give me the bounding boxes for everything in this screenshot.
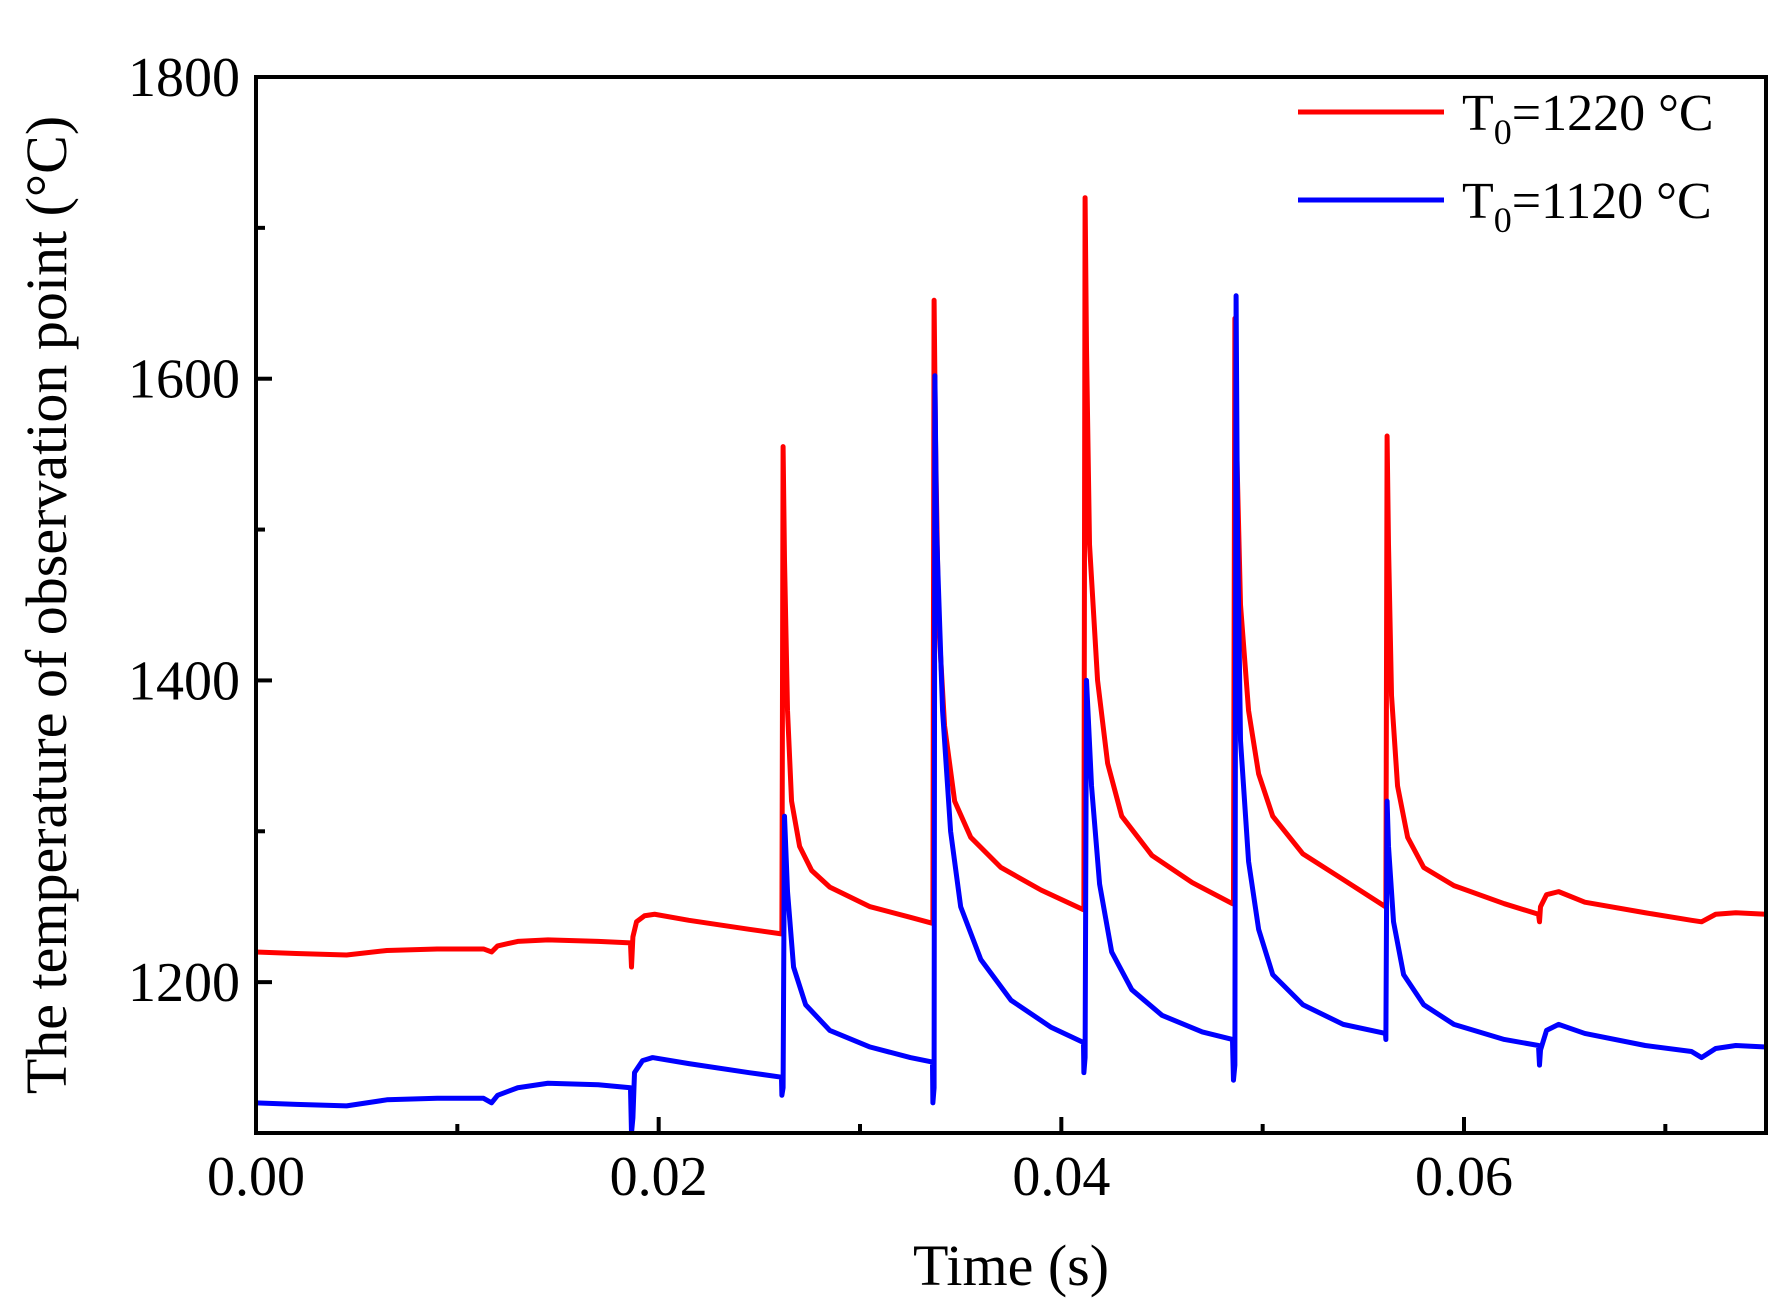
y-tick-label: 1800 bbox=[128, 47, 240, 109]
y-tick-label: 1400 bbox=[128, 650, 240, 712]
plot-frame bbox=[254, 75, 1768, 1135]
legend: T0=1220 °C T0=1120 °C bbox=[1298, 85, 1714, 240]
x-tick-label: 0.06 bbox=[1415, 1146, 1513, 1208]
ticks-layer: 0.00 0.02 0.04 0.06 1200 1400 1600 1800 bbox=[128, 47, 1668, 1208]
x-tick-label: 0.00 bbox=[207, 1146, 305, 1208]
x-tick-label: 0.02 bbox=[610, 1146, 708, 1208]
x-tick-label: 0.04 bbox=[1012, 1146, 1110, 1208]
y-axis-title: The temperature of observation point (°C… bbox=[14, 116, 79, 1094]
y-tick-label: 1600 bbox=[128, 349, 240, 411]
x-axis-title: Time (s) bbox=[913, 1233, 1109, 1298]
legend-label-2: T0=1120 °C bbox=[1462, 173, 1712, 240]
series-line-2 bbox=[256, 293, 1766, 1133]
series-layer bbox=[256, 195, 1766, 1133]
legend-label-1: T0=1220 °C bbox=[1462, 85, 1714, 152]
y-tick-label: 1200 bbox=[128, 952, 240, 1014]
series-line-1 bbox=[256, 195, 1766, 970]
